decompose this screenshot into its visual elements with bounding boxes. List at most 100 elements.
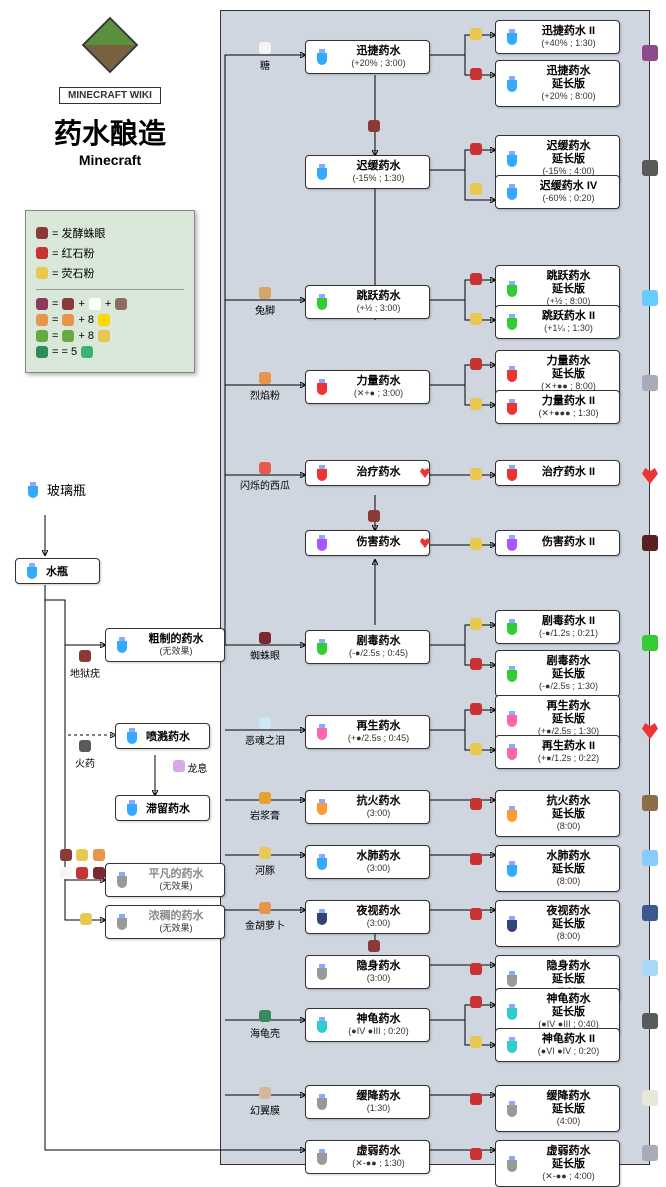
potion-node-strength2: 力量药水 II(✕+●●● ; 1:30) <box>495 390 620 424</box>
potion-node-leaping2: 跳跃药水 II(+1¼ ; 1:30) <box>495 305 620 339</box>
potion-node-leaping: 跳跃药水(+½ ; 3:00) <box>305 285 430 319</box>
legend-recipe: = + 8 <box>36 314 184 326</box>
potion-icon <box>504 151 520 167</box>
potion-icon <box>114 914 130 930</box>
legend-recipe: = + 8 <box>36 330 184 342</box>
potion-icon <box>314 164 330 180</box>
potion-icon <box>504 861 520 877</box>
potion-icon <box>314 379 330 395</box>
mundane-ing-icons <box>60 848 105 884</box>
ingredient-rabbit: 兔脚 <box>240 287 290 317</box>
potion-node-turtle: 神龟药水(●IV ●III ; 0:20) <box>305 1008 430 1042</box>
ingredient-blaze: 烈焰粉 <box>240 372 290 402</box>
potion-icon <box>314 1017 330 1033</box>
potion-icon <box>504 535 520 551</box>
potion-node-poisonE: 剧毒药水延长版(-●/2.5s ; 1:30) <box>495 650 620 697</box>
thick-ing-icon <box>80 912 92 930</box>
potion-icon <box>314 294 330 310</box>
breath-label: 龙息 <box>165 760 215 775</box>
potion-icon <box>314 49 330 65</box>
potion-node-swiftness: 迅捷药水(+20% ; 3:00) <box>305 40 430 74</box>
effect-icon <box>642 850 658 866</box>
potion-icon <box>504 744 520 760</box>
effect-icon <box>642 905 658 921</box>
ingredient-puffer: 河豚 <box>240 847 290 877</box>
potion-node-weakness: 虚弱药水(✕-●● ; 1:30) <box>305 1140 430 1174</box>
potion-icon <box>504 1004 520 1020</box>
potion-node-fireE: 抗火药水延长版(8:00) <box>495 790 620 837</box>
potion-icon <box>314 639 330 655</box>
potion-node-regen: 再生药水(+●/2.5s ; 0:45) <box>305 715 430 749</box>
gunpowder-icon <box>79 740 91 752</box>
potion-icon <box>314 1094 330 1110</box>
effect-icon <box>642 795 658 811</box>
modifier-icon <box>470 963 482 975</box>
wiki-banner: MINECRAFT WIKI <box>59 87 161 104</box>
potion-node-night: 夜视药水(3:00) <box>305 900 430 934</box>
potion-node-waterE: 水肺药水延长版(8:00) <box>495 845 620 892</box>
awkward-node: 粗制的药水(无效果) <box>105 628 225 662</box>
potion-icon <box>124 728 140 744</box>
ingredient-spider: 蜘蛛眼 <box>240 632 290 662</box>
mundane-node: 平凡的药水(无效果) <box>105 863 225 897</box>
bottle-text: 玻璃瓶 <box>47 480 86 499</box>
modifier-icon <box>470 68 482 80</box>
water-text: 水瓶 <box>46 563 68 579</box>
legend-item: = 荧石粉 <box>36 265 184 281</box>
potion-node-poison2: 剧毒药水 II(-●/1.2s ; 0:21) <box>495 610 620 644</box>
effect-icon <box>642 1145 658 1161</box>
modifier-icon <box>470 1093 482 1105</box>
modifier-icon <box>368 120 380 132</box>
potion-node-harming: 伤害药水 <box>305 530 430 556</box>
effect-icon <box>642 375 658 391</box>
potion-node-fire: 抗火药水(3:00) <box>305 790 430 824</box>
water-bottle-node: 水瓶 <box>15 558 100 584</box>
potion-node-slowfallE: 缓降药水延长版(4:00) <box>495 1085 620 1132</box>
potion-node-slowfall: 缓降药水(1:30) <box>305 1085 430 1119</box>
potion-node-regen2: 再生药水 II(+●/1.2s ; 0:22) <box>495 735 620 769</box>
potion-icon <box>504 76 520 92</box>
bottle-label: 玻璃瓶 <box>25 480 86 499</box>
potion-icon <box>504 1037 520 1053</box>
potion-icon <box>504 29 520 45</box>
potion-icon <box>504 806 520 822</box>
potion-icon <box>314 909 330 925</box>
diagram-container: MINECRAFT WIKI 药水酿造 Minecraft = 发酵蛛眼 = 红… <box>0 0 666 1173</box>
modifier-icon <box>470 743 482 755</box>
ingredient-scute: 海龟壳 <box>240 1010 290 1040</box>
gunpowder-label: 火药 <box>60 740 110 770</box>
modifier-icon <box>470 468 482 480</box>
potion-icon <box>504 281 520 297</box>
modifier-icon <box>470 996 482 1008</box>
potion-icon <box>314 465 330 481</box>
potion-node-water: 水肺药水(3:00) <box>305 845 430 879</box>
main-title: 药水酿造 <box>20 112 200 152</box>
modifier-icon <box>470 618 482 630</box>
modifier-icon <box>470 358 482 370</box>
modifier-icon <box>470 1148 482 1160</box>
potion-node-swiftness2: 迅捷药水 II(+40% ; 1:30) <box>495 20 620 54</box>
logo-area: MINECRAFT WIKI 药水酿造 Minecraft <box>20 15 200 168</box>
potion-icon <box>114 637 130 653</box>
thick-node: 浓稠的药水(无效果) <box>105 905 225 939</box>
modifier-icon <box>368 940 380 952</box>
effect-icon <box>642 1090 658 1106</box>
potion-icon <box>504 399 520 415</box>
effect-icon <box>642 290 658 306</box>
breath-icon <box>173 760 185 772</box>
modifier-icon <box>470 853 482 865</box>
potion-node-swiftnessE: 迅捷药水延长版(+20% ; 8:00) <box>495 60 620 107</box>
potion-icon <box>124 800 140 816</box>
potion-icon <box>314 1149 330 1165</box>
logo-cube <box>80 25 140 85</box>
legend-recipe: = + + <box>36 298 184 310</box>
potion-icon <box>504 619 520 635</box>
potion-icon <box>504 916 520 932</box>
modifier-icon <box>470 538 482 550</box>
ingredient-carrot: 金胡萝卜 <box>240 902 290 932</box>
effect-icon <box>642 535 658 551</box>
legend-item: = 发酵蛛眼 <box>36 225 184 241</box>
potion-icon <box>314 854 330 870</box>
effect-icon <box>642 960 658 976</box>
ingredient-tear: 恶魂之泪 <box>240 717 290 747</box>
